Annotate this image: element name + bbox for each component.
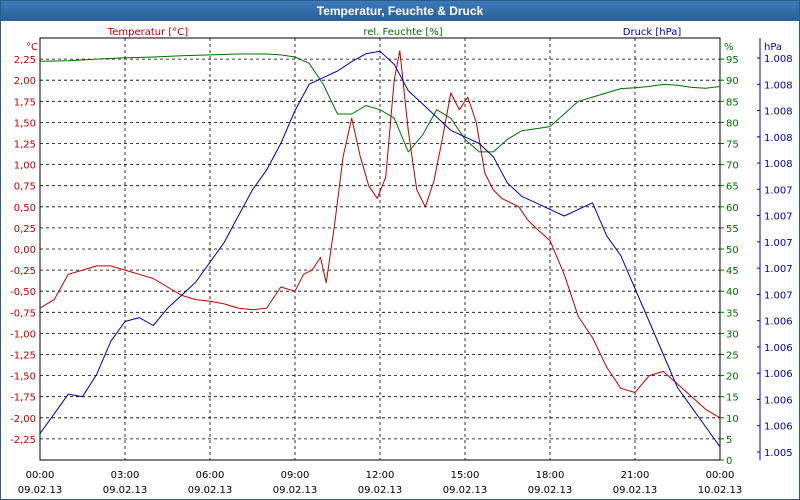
temperature-tick-label: 0,25 (14, 224, 36, 235)
temperature-tick-label: -2,25 (10, 435, 36, 446)
humidity-axis-title: rel. Feuchte [%] (363, 27, 442, 38)
window-title: Temperatur, Feuchte & Druck (316, 4, 484, 18)
pressure-tick-label: 1.007 (764, 185, 793, 196)
temperature-tick-label: 2,25 (14, 55, 36, 66)
pressure-unit-label: hPa (764, 42, 782, 53)
temperature-tick-label: 1,75 (14, 97, 36, 108)
x-tick-date-label: 10.02.13 (698, 485, 743, 496)
pressure-tick-label: 1.008 (764, 80, 793, 91)
temperature-axis-title: Temperatur [°C] (107, 27, 188, 38)
temperature-tick-label: 0,00 (14, 245, 36, 256)
humidity-tick-label: 55 (726, 224, 739, 235)
humidity-unit-label: % (724, 42, 734, 53)
x-tick-time-label: 03:00 (111, 470, 140, 481)
x-tick-time-label: 21:00 (621, 470, 650, 481)
window-title-bar: Temperatur, Feuchte & Druck (1, 1, 799, 21)
temperature-unit-label: °C (26, 42, 38, 53)
pressure-tick-label: 1.006 (764, 317, 793, 328)
humidity-tick-label: 65 (726, 182, 739, 193)
temperature-tick-label: 0,50 (14, 203, 36, 214)
x-tick-date-label: 09.02.13 (528, 485, 573, 496)
temperature-tick-label: 1,25 (14, 140, 36, 151)
pressure-tick-label: 1.008 (764, 133, 793, 144)
x-tick-time-label: 18:00 (536, 470, 565, 481)
pressure-axis-title: Druck [hPa] (623, 27, 682, 38)
humidity-tick-label: 95 (726, 55, 739, 66)
series-layer (39, 50, 721, 448)
humidity-tick-label: 45 (726, 266, 739, 277)
x-tick-date-label: 09.02.13 (18, 485, 63, 496)
x-tick-time-label: 00:00 (26, 470, 55, 481)
x-tick-date-label: 09.02.13 (443, 485, 488, 496)
humidity-tick-label: 40 (726, 287, 739, 298)
pressure-tick-label: 1.006 (764, 369, 793, 380)
humidity-tick-label: 50 (726, 245, 739, 256)
humidity-tick-label: 60 (726, 203, 739, 214)
temperature-tick-label: -1,00 (10, 329, 36, 340)
temperature-tick-label: -1,25 (10, 351, 36, 362)
label-layer: 2,25 2,00 1,75 1,50 1,25 1,00 0,75 0,50 0,25 0,00… (10, 27, 793, 496)
humidity-tick-label: 10 (726, 414, 739, 425)
grid-layer (40, 38, 720, 460)
humidity-tick-label: 25 (726, 351, 739, 362)
pressure-tick-label: 1.007 (764, 264, 793, 275)
humidity-tick-label: 85 (726, 97, 739, 108)
pressure-tick-label: 1.006 (764, 343, 793, 354)
x-tick-time-label: 06:00 (196, 470, 225, 481)
pressure-tick-label: 1.007 (764, 238, 793, 249)
temperature-tick-label: -0,75 (10, 308, 36, 319)
x-tick-date-label: 09.02.13 (103, 485, 148, 496)
temperature-tick-label: -1,75 (10, 393, 36, 404)
temperature-tick-label: -2,00 (10, 414, 36, 425)
pressure-tick-label: 1.006 (764, 422, 793, 433)
pressure-tick-label: 1.008 (764, 54, 793, 65)
humidity-tick-label: 75 (726, 140, 739, 151)
pressure-tick-label: 1.008 (764, 107, 793, 118)
x-tick-time-label: 12:00 (366, 470, 395, 481)
pressure-tick-label: 1.008 (764, 159, 793, 170)
temperature-tick-label: 0,75 (14, 182, 36, 193)
temperature-tick-label: -0,50 (10, 287, 36, 298)
humidity-tick-label: 0 (726, 456, 732, 467)
humidity-tick-label: 70 (726, 161, 739, 172)
x-tick-date-label: 09.02.13 (273, 485, 318, 496)
humidity-tick-label: 20 (726, 372, 739, 383)
x-tick-date-label: 09.02.13 (358, 485, 403, 496)
axis-layer (39, 37, 761, 461)
humidity-series-line (39, 53, 721, 153)
humidity-tick-label: 80 (726, 118, 739, 129)
temperature-tick-label: -1,50 (10, 372, 36, 383)
humidity-tick-label: 15 (726, 393, 739, 404)
x-tick-time-label: 09:00 (281, 470, 310, 481)
humidity-tick-label: 5 (726, 435, 732, 446)
x-tick-time-label: 15:00 (451, 470, 480, 481)
pressure-tick-label: 1.007 (764, 290, 793, 301)
temperature-tick-label: 1,50 (14, 118, 36, 129)
humidity-tick-label: 90 (726, 76, 739, 87)
pressure-tick-label: 1.005 (764, 448, 793, 459)
humidity-tick-label: 30 (726, 329, 739, 340)
temperature-tick-label: 1,00 (14, 161, 36, 172)
x-tick-date-label: 09.02.13 (613, 485, 658, 496)
pressure-tick-label: 1.006 (764, 395, 793, 406)
pressure-series-line (39, 50, 721, 448)
x-tick-time-label: 00:00 (706, 470, 735, 481)
pressure-tick-label: 1.007 (764, 212, 793, 223)
humidity-tick-label: 35 (726, 308, 739, 319)
temperature-tick-label: 2,00 (14, 76, 36, 87)
x-tick-date-label: 09.02.13 (188, 485, 233, 496)
temperature-tick-label: -0,25 (10, 266, 36, 277)
